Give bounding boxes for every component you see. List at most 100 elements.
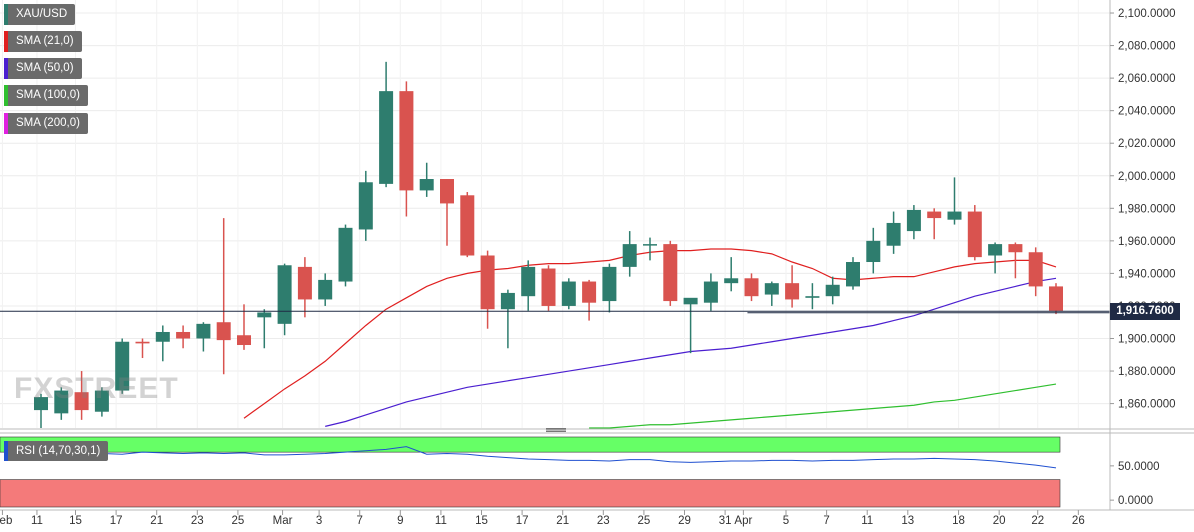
candle: [846, 257, 860, 290]
candle: [277, 263, 292, 336]
candle: [521, 260, 536, 311]
candle-body: [74, 392, 89, 411]
date-tick-label: 23: [191, 515, 204, 527]
candle-body: [643, 244, 657, 246]
candle: [74, 371, 89, 420]
candle-body: [379, 91, 394, 184]
candle: [906, 205, 921, 240]
candle: [358, 170, 373, 241]
candle: [399, 81, 414, 217]
candle-body: [947, 211, 962, 220]
candle: [257, 309, 272, 349]
date-tick-label: 11: [435, 515, 447, 527]
date-tick-label: 21: [150, 515, 163, 527]
candle-body: [115, 341, 130, 391]
candle-body: [744, 278, 759, 297]
price-tick-label: 1,860.0000: [1118, 399, 1176, 411]
price-tick-label: 2,000.0000: [1118, 171, 1176, 183]
candle: [1008, 242, 1023, 279]
date-tick-label: 7: [823, 515, 829, 527]
candle: [582, 279, 597, 321]
legend-sma200[interactable]: SMA (200,0): [4, 113, 88, 134]
legend-rsi-swatch: [4, 441, 8, 461]
legend-sma200-label: SMA (200,0): [16, 117, 80, 129]
candle-body: [602, 266, 617, 302]
legend-sma50-label: SMA (50,0): [16, 62, 74, 74]
date-tick-label: 3: [316, 515, 322, 527]
candle-body: [1028, 252, 1043, 287]
price-axis: 1,860.00001,880.00001,900.00001,920.0000…: [1110, 8, 1176, 507]
sma100-series: [589, 383, 1057, 429]
date-tick-label: 11: [31, 515, 43, 527]
candle: [196, 322, 211, 352]
candle-body: [582, 281, 597, 303]
candle-body: [622, 244, 637, 267]
candle: [988, 242, 1003, 274]
candle: [866, 227, 881, 274]
legend-sma21[interactable]: SMA (21,0): [4, 31, 82, 52]
candle-body: [785, 283, 800, 300]
candle: [237, 304, 251, 350]
candle-body: [34, 397, 48, 411]
candle: [825, 276, 840, 305]
pane-resize-handle: [546, 428, 566, 432]
candle-body: [521, 266, 536, 297]
legend-symbol-swatch: [4, 4, 8, 25]
legend-symbol[interactable]: XAU/USD: [4, 4, 76, 25]
price-tick-label: 1,880.0000: [1118, 366, 1176, 378]
candle-body: [54, 390, 69, 414]
candle: [216, 218, 231, 375]
sma21-series: [243, 248, 1057, 419]
candle: [663, 240, 678, 306]
rsi-oversold-band: [0, 479, 1061, 508]
date-tick-label: 31: [719, 515, 732, 527]
legend-sma100-label: SMA (100,0): [16, 89, 80, 101]
candle: [785, 265, 800, 308]
candle: [764, 281, 779, 306]
candle-body: [419, 179, 434, 191]
fxstreet-watermark: FXSTREET: [14, 372, 179, 405]
candle-body: [216, 322, 231, 341]
candle-body: [825, 284, 840, 297]
candle-body: [703, 281, 718, 303]
candle: [805, 283, 820, 310]
candle-body: [94, 390, 109, 412]
candle-body: [764, 283, 779, 295]
candle-body: [561, 281, 576, 306]
date-tick-label: Mar: [273, 515, 293, 527]
candle: [54, 387, 69, 420]
candle-body: [176, 331, 191, 339]
candle: [643, 237, 657, 261]
date-tick-label: 26: [1072, 515, 1085, 527]
candle: [419, 162, 434, 197]
candle: [338, 224, 353, 287]
date-tick-label: 17: [516, 515, 529, 527]
date-tick-label: 18: [952, 515, 965, 527]
candle: [176, 325, 191, 349]
candle: [34, 393, 48, 428]
legend-sma50[interactable]: SMA (50,0): [4, 58, 82, 79]
date-tick-label: 20: [993, 515, 1006, 527]
candle-body: [257, 312, 272, 318]
sma100-line: [589, 383, 1057, 429]
price-tick-label: 1,900.0000: [1118, 333, 1176, 345]
candle-body: [500, 292, 515, 310]
candle-body: [805, 296, 820, 298]
date-tick-label: 15: [475, 515, 488, 527]
legend-rsi[interactable]: RSI (14,70,30,1): [4, 441, 109, 461]
candle-body: [988, 244, 1003, 256]
candle-body: [541, 268, 556, 306]
candle: [379, 61, 394, 188]
date-tick-label: Apr: [734, 515, 752, 527]
price-tick-label: 2,040.0000: [1118, 106, 1176, 118]
candle: [94, 387, 109, 417]
candle: [602, 263, 617, 313]
legend-sma100[interactable]: SMA (100,0): [4, 85, 88, 106]
candle-body: [480, 255, 495, 310]
rsi-threshold-bands: [0, 436, 1061, 508]
candle: [155, 325, 170, 362]
date-tick-label: 5: [783, 515, 789, 527]
legend-sma200-swatch: [4, 113, 8, 134]
candle: [744, 273, 759, 302]
candle-body: [967, 211, 982, 258]
